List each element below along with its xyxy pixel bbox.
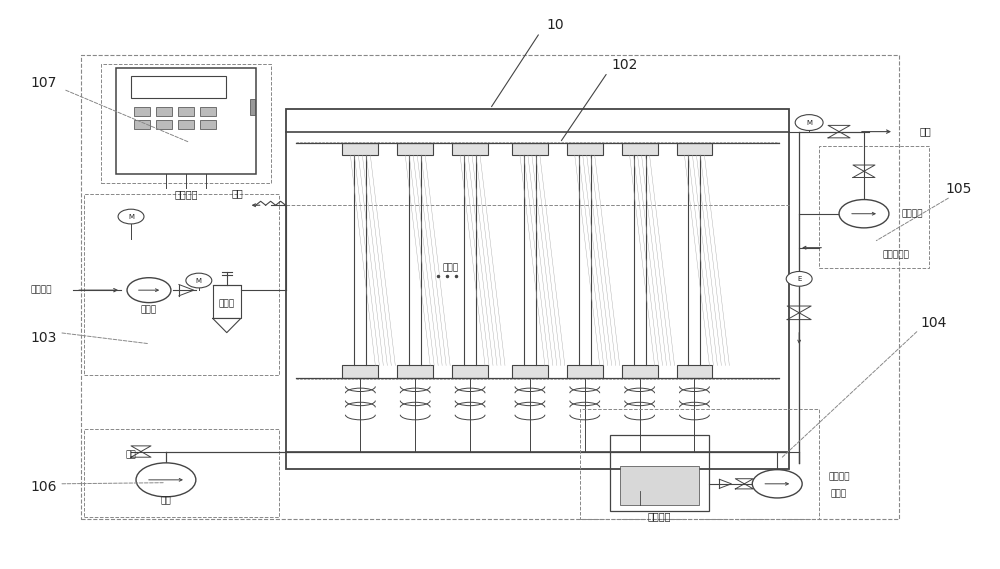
Text: 103: 103	[30, 331, 56, 345]
Text: 过滤器: 过滤器	[219, 300, 235, 309]
Circle shape	[118, 209, 144, 224]
Text: E: E	[797, 276, 801, 282]
Text: 102: 102	[611, 58, 638, 72]
Bar	[116, 68, 256, 174]
Circle shape	[127, 278, 171, 303]
Text: 风机: 风机	[161, 496, 171, 505]
Bar	[452, 365, 488, 378]
Bar	[178, 119, 194, 129]
Bar	[200, 119, 216, 129]
Bar	[200, 107, 216, 116]
Bar	[213, 284, 241, 319]
Bar	[101, 64, 271, 183]
Circle shape	[752, 469, 802, 498]
Text: M: M	[128, 213, 134, 220]
Circle shape	[795, 114, 823, 130]
Circle shape	[186, 273, 212, 288]
Text: M: M	[806, 119, 812, 126]
Circle shape	[136, 463, 196, 497]
Text: 清洗泵: 清洗泵	[831, 489, 847, 498]
Text: M: M	[196, 278, 202, 283]
Bar	[512, 365, 548, 378]
Text: 膜组件: 膜组件	[442, 263, 458, 272]
Bar	[134, 119, 150, 129]
Text: 104: 104	[921, 316, 947, 330]
Text: 105: 105	[946, 183, 972, 196]
Bar	[819, 146, 929, 267]
Bar	[512, 143, 548, 155]
Text: 清洗水回流: 清洗水回流	[882, 250, 909, 259]
Bar	[397, 365, 433, 378]
Bar	[677, 365, 712, 378]
Text: 空气: 空气	[126, 450, 136, 459]
Bar	[84, 429, 279, 517]
Text: 加药系统: 加药系统	[648, 512, 671, 522]
Bar	[178, 107, 194, 116]
Bar	[134, 107, 150, 116]
Bar	[567, 365, 603, 378]
Bar	[131, 76, 226, 98]
Text: 10: 10	[546, 18, 564, 32]
Bar	[156, 107, 172, 116]
Bar	[622, 365, 658, 378]
Text: 107: 107	[30, 76, 56, 90]
Circle shape	[786, 271, 812, 286]
Bar	[81, 55, 899, 519]
Text: 电气控制: 电气控制	[174, 189, 198, 199]
Circle shape	[839, 200, 889, 228]
Bar	[156, 119, 172, 129]
Text: 浓水: 浓水	[232, 188, 244, 198]
Bar	[610, 435, 709, 511]
Text: 清洗来水: 清洗来水	[828, 472, 850, 481]
Bar	[342, 143, 378, 155]
Bar	[342, 365, 378, 378]
Bar	[622, 143, 658, 155]
Bar	[250, 99, 255, 114]
Text: 进水泵: 进水泵	[141, 305, 157, 314]
Bar	[286, 109, 789, 468]
Text: 产水: 产水	[920, 127, 932, 137]
Bar	[620, 465, 699, 505]
Text: 反洗来水: 反洗来水	[901, 209, 923, 218]
Bar	[677, 143, 712, 155]
Bar	[397, 143, 433, 155]
Bar	[567, 143, 603, 155]
Text: 106: 106	[30, 480, 57, 494]
Bar	[452, 143, 488, 155]
Bar	[84, 194, 279, 375]
Bar	[580, 409, 819, 519]
Text: 进水来水: 进水来水	[31, 286, 52, 295]
